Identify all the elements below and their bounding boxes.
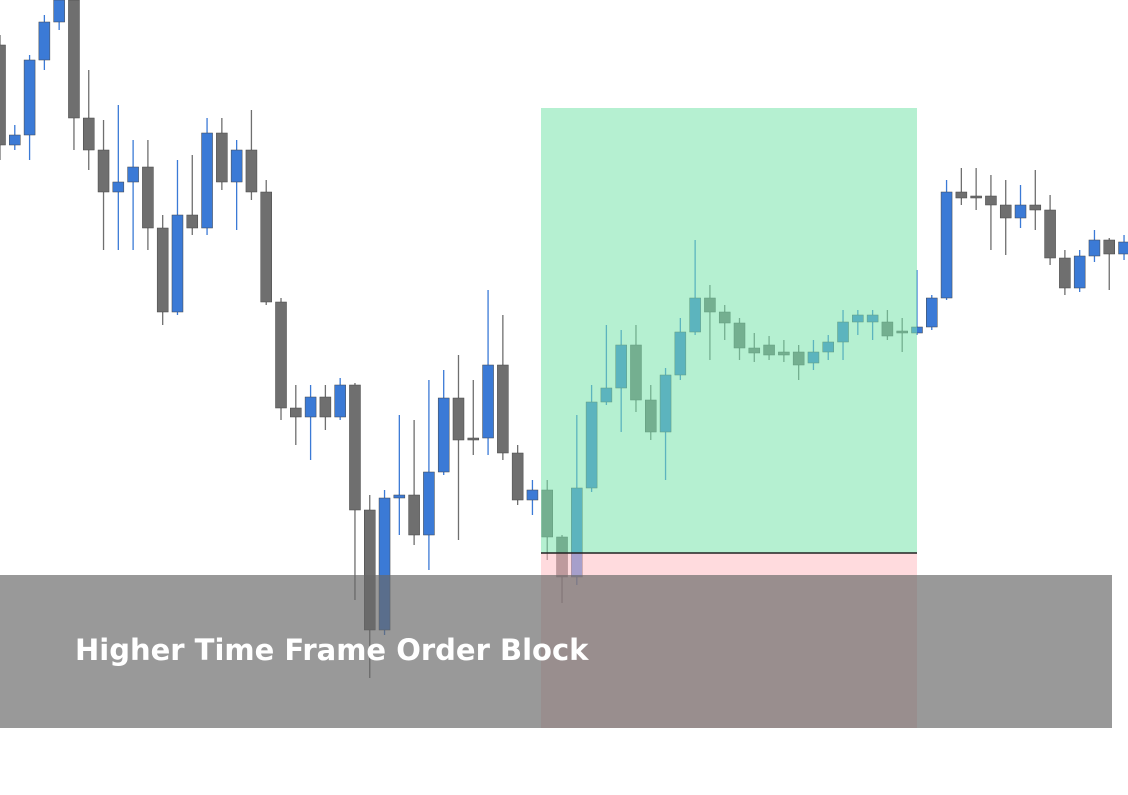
caption-band [0, 575, 1112, 728]
candle-body [1044, 209, 1056, 259]
candle-body [156, 227, 169, 313]
candle-body [334, 384, 346, 418]
candle-body [926, 297, 938, 328]
candle-body [319, 396, 332, 418]
candle-body [112, 181, 125, 193]
candle-body [275, 301, 287, 409]
candle-body [1103, 239, 1115, 255]
candle-body [1059, 257, 1071, 289]
candle-body [393, 494, 406, 499]
candle-body [511, 452, 524, 501]
candle-body [1088, 239, 1101, 257]
candle-body [1073, 255, 1086, 289]
candle-body [970, 195, 982, 199]
candle-body [999, 204, 1012, 219]
candle-body [201, 132, 213, 229]
candle-body [1029, 204, 1042, 211]
candle-body [985, 195, 997, 206]
candle-body [230, 149, 243, 183]
candle-body [1118, 241, 1128, 255]
candle-body [349, 384, 361, 511]
candle-body [482, 364, 494, 439]
candle-body [171, 214, 184, 313]
candle-body [452, 397, 465, 441]
candle-body [68, 0, 80, 119]
candle-body [437, 397, 450, 473]
candle-body [0, 44, 6, 146]
candle-body [186, 214, 199, 229]
candle-body [53, 0, 65, 23]
candle-body [38, 21, 51, 61]
candle-body [423, 471, 435, 536]
candle-body [23, 59, 36, 136]
candle-body [940, 191, 953, 299]
candle-body [1014, 204, 1027, 219]
candle-body [127, 166, 139, 183]
candle-body [9, 134, 21, 146]
candle-body [955, 191, 968, 199]
candle-body [82, 117, 95, 151]
candle-body [216, 132, 228, 183]
caption: Higher Time Frame Order Block [75, 633, 589, 667]
candle-body [260, 191, 272, 303]
candle-body [142, 166, 154, 229]
candle-body [526, 489, 539, 501]
candle-body [497, 364, 509, 454]
candle-body [467, 437, 480, 441]
candle-body [304, 396, 317, 418]
candle-body [290, 407, 302, 418]
candle-body [408, 494, 420, 536]
candle-body [245, 149, 258, 193]
candle-body [97, 149, 110, 193]
target-zone [541, 108, 917, 553]
